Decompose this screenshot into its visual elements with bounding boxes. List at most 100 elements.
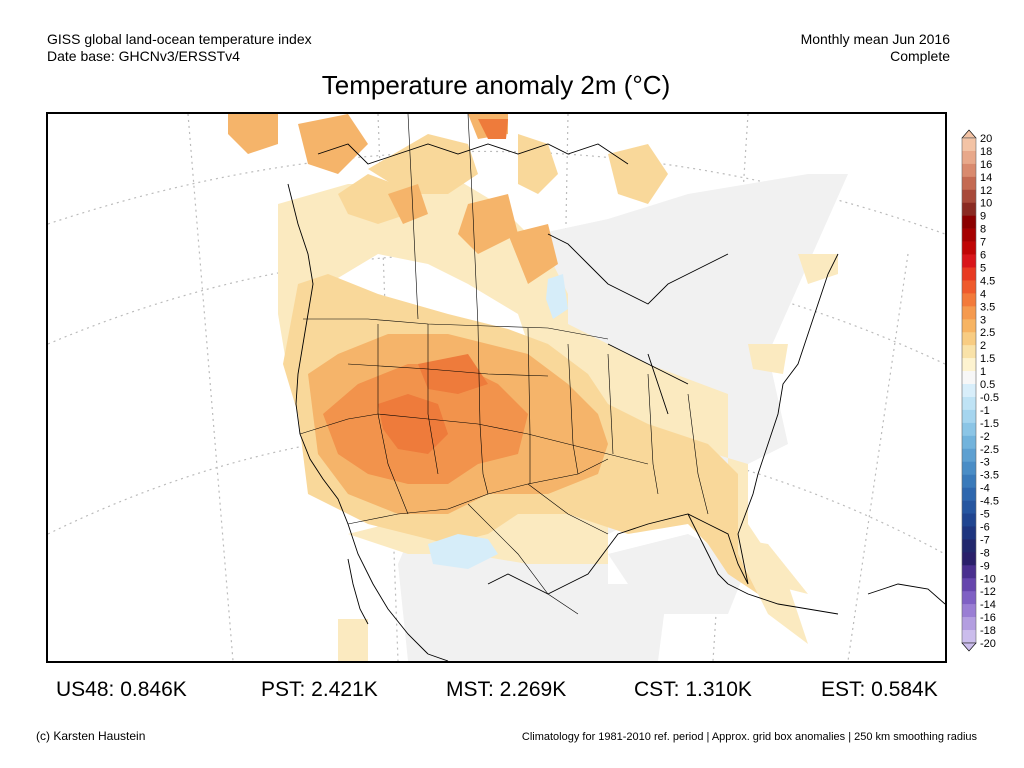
legend-tick-label: -5 [980,509,990,521]
legend-arrow-top [961,129,977,139]
legend-swatch [962,487,976,501]
legend-swatch [962,396,976,411]
legend-tick-label: -1 [980,405,990,417]
legend-swatch [962,513,976,527]
legend-swatch [962,371,976,385]
legend-swatch [962,617,976,631]
legend-tick-label: 2.5 [980,327,995,339]
legend-tick-label: 18 [980,146,992,158]
legend-tick-label: 12 [980,185,992,197]
legend-tick-label: 4 [980,288,986,300]
stat-est: EST: 0.584K [821,678,938,701]
legend-swatch [962,448,976,463]
legend-swatch [962,280,976,294]
legend-swatch [962,409,976,424]
legend-tick-label: 4.5 [980,275,995,287]
legend-swatch [962,630,976,644]
stat-cst: CST: 1.310K [634,678,752,701]
map-canvas [48,114,945,661]
legend-swatch [962,138,976,152]
legend-swatch [962,474,976,488]
coastlines [287,143,945,661]
legend-swatch [962,539,976,553]
footnote: Climatology for 1981-2010 ref. period | … [521,731,977,743]
legend-tick-label: 0.5 [980,379,995,391]
color-legend: 20 18 16 14 12 10 9 8 7 6 5 4.5 4 3.5 3 2.5 2 1.5 1 0.5 -0.5… [958,128,1018,653]
legend-swatch [962,578,976,592]
legend-swatch [962,306,976,320]
legend-swatch [962,591,976,605]
legend-swatch [962,435,976,450]
legend-tick-label: -0.5 [980,392,999,404]
legend-swatch [962,461,976,475]
header-left: GISS global land-ocean temperature index… [47,31,312,65]
legend-swatch [962,565,976,579]
legend-tick-label: 5 [980,262,986,274]
legend-tick-label: -4 [980,483,990,495]
legend-tick-label: -3.5 [980,470,999,482]
legend-tick-label: -9 [980,560,990,572]
legend-tick-label: -4.5 [980,496,999,508]
legend-swatch [962,202,976,216]
legend-tick-label: 9 [980,211,986,223]
dataset-title: GISS global land-ocean temperature index [47,31,312,47]
legend-tick-label: 3 [980,314,986,326]
header-right: Monthly mean Jun 2016 Complete [801,31,950,65]
legend-tick-label: -14 [980,599,996,611]
legend-tick-label: -18 [980,625,996,637]
legend-tick-label: -2.5 [980,444,999,456]
legend-tick-label: 16 [980,159,992,171]
legend-swatch [962,241,976,255]
legend-tick-label: -12 [980,586,996,598]
legend-swatch [962,293,976,307]
legend-tick-label: 2 [980,340,986,352]
legend-tick-label: 3.5 [980,301,995,313]
legend-swatch [962,176,976,191]
legend-swatch [962,500,976,514]
stat-mst: MST: 2.269K [446,678,567,701]
legend-tick-label: 1.5 [980,353,995,365]
database-label: Date base: GHCNv3/ERSSTv4 [47,48,240,64]
negative-anomaly-areas [428,274,568,569]
political-boundaries [299,114,709,615]
legend-swatch [962,254,976,268]
legend-tick-label: 14 [980,172,992,184]
legend-tick-label: 10 [980,198,992,210]
legend-tick-label: -1.5 [980,418,999,430]
legend-tick-label: -2 [980,431,990,443]
legend-swatch [962,552,976,566]
legend-tick-label: -6 [980,521,990,533]
legend-swatch [962,228,976,242]
copyright: (c) Karsten Haustein [36,729,146,743]
anomaly-map [46,112,947,663]
legend-swatch [962,215,976,229]
legend-tick-label: -16 [980,612,996,624]
period-label: Monthly mean Jun 2016 [800,31,950,47]
legend-swatch [962,189,976,204]
legend-tick-label: -20 [980,638,996,650]
status-label: Complete [890,48,950,64]
legend-swatch [962,384,976,398]
legend-swatch [962,358,976,372]
legend-tick-label: 8 [980,224,986,236]
legend-tick-label: 7 [980,237,986,249]
stat-us48: US48: 0.846K [56,678,187,701]
legend-swatch [962,267,976,281]
legend-scale: 201816141210987654.543.532.521.510.5-0.5… [961,129,999,652]
legend-swatch [962,150,976,165]
legend-arrow-bottom [961,642,977,652]
legend-tick-label: -3 [980,457,990,469]
stat-pst: PST: 2.421K [261,678,378,701]
legend-swatch [962,422,976,437]
legend-tick-label: 20 [980,133,992,145]
legend-tick-label: -7 [980,534,990,546]
legend-swatch [962,526,976,540]
legend-swatch [962,604,976,618]
legend-swatch [962,332,976,346]
map-title: Temperature anomaly 2m (°C) [321,70,671,100]
legend-swatch [962,163,976,178]
legend-tick-label: -10 [980,573,996,585]
region-stats: US48: 0.846K PST: 2.421K MST: 2.269K CST… [46,678,956,706]
legend-tick-label: 1 [980,366,986,378]
legend-tick-label: -8 [980,547,990,559]
